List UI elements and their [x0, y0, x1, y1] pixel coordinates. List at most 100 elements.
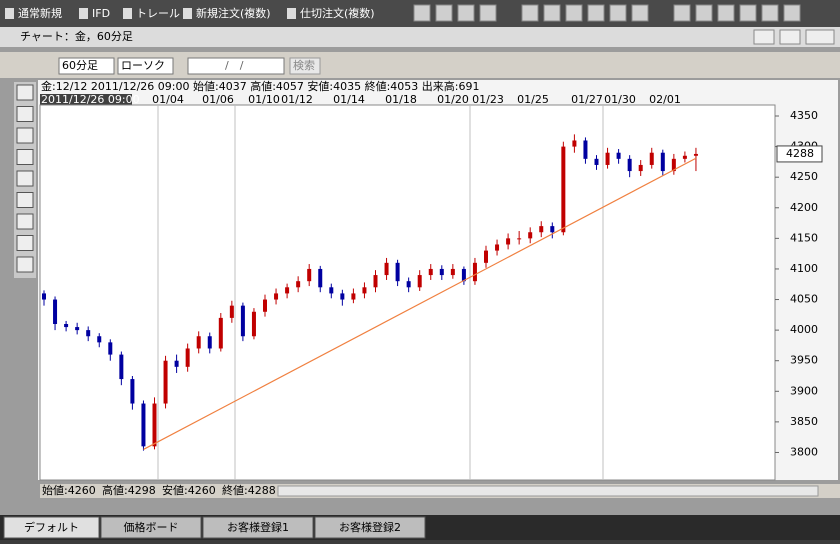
- tool-icon[interactable]: [16, 256, 34, 273]
- y-tick-label: 4050: [790, 293, 818, 306]
- candle-body: [75, 327, 80, 331]
- toolbar-button[interactable]: [673, 4, 691, 22]
- tab-label: お客様登録1: [227, 520, 289, 534]
- candle-body: [152, 403, 157, 447]
- candle-body: [484, 250, 488, 263]
- tool-icon[interactable]: [16, 106, 34, 122]
- toolbar-item[interactable]: 仕切注文(複数): [300, 6, 375, 20]
- candle-body: [196, 336, 201, 349]
- tool-icon[interactable]: [16, 192, 34, 208]
- tab[interactable]: [202, 516, 314, 539]
- cursor-label: 2011/12/26 09:00: [41, 93, 140, 106]
- x-label: 01/18: [385, 93, 417, 106]
- tool-icon[interactable]: [16, 235, 34, 251]
- toolbar-button[interactable]: [783, 4, 801, 22]
- candle-body: [605, 152, 610, 165]
- candle-body: [384, 262, 389, 276]
- toolbar-button[interactable]: [413, 4, 431, 22]
- toolbar-button[interactable]: [631, 4, 649, 22]
- candle-body: [638, 164, 643, 172]
- candle-body: [362, 287, 367, 294]
- date-separators: [157, 105, 604, 480]
- candle-body: [660, 152, 665, 172]
- toolbar-item[interactable]: 新規注文(複数): [196, 6, 271, 20]
- tool-icon[interactable]: [16, 149, 34, 165]
- tab[interactable]: [314, 516, 426, 539]
- toolbar-button[interactable]: [479, 4, 497, 22]
- candle-body: [274, 293, 279, 300]
- x-label: 02/01: [649, 93, 681, 106]
- candle-body: [539, 226, 544, 233]
- candle-body: [240, 305, 245, 337]
- tab[interactable]: [100, 516, 202, 539]
- chart-info: 金:12/12 2011/12/26 09:00 始値:4037 高値:4057…: [41, 79, 480, 93]
- x-label: 01/14: [333, 93, 365, 106]
- tool-icon[interactable]: [16, 84, 34, 101]
- x-label: 01/06: [202, 93, 234, 106]
- candle-body: [506, 238, 511, 245]
- candle-body: [42, 293, 46, 300]
- candle-body: [119, 354, 124, 380]
- window-titlebar: [0, 27, 840, 47]
- toolbar-button[interactable]: [761, 4, 779, 22]
- candle-body: [351, 293, 356, 300]
- tab-label: お客様登録2: [339, 520, 401, 534]
- toolbar-button[interactable]: [739, 4, 757, 22]
- candle-body: [594, 158, 599, 165]
- last-price: 4288: [786, 147, 814, 160]
- toolbar-button[interactable]: [543, 4, 561, 22]
- toolbar-item[interactable]: トレール: [136, 7, 180, 20]
- interval-label: 60分足: [62, 59, 98, 72]
- close-button[interactable]: [805, 29, 835, 45]
- candle-body: [163, 360, 168, 404]
- candle-body: [550, 226, 555, 233]
- tab[interactable]: [3, 516, 100, 539]
- candle-body: [616, 152, 621, 159]
- status-open: 始値:4260: [42, 483, 96, 497]
- candle-body: [53, 299, 58, 325]
- x-label: 01/12: [281, 93, 313, 106]
- restore-button[interactable]: [779, 29, 801, 45]
- toolbar-button[interactable]: [565, 4, 583, 22]
- tool-icon[interactable]: [16, 213, 34, 230]
- toolbar-button[interactable]: [717, 4, 735, 22]
- tool-icon[interactable]: [16, 170, 34, 187]
- candle-body: [86, 330, 91, 337]
- window-title: チャート：金，60分足: [20, 29, 133, 43]
- y-tick-label: 3800: [790, 445, 818, 458]
- interval-select[interactable]: [58, 57, 115, 75]
- style-select[interactable]: [117, 57, 174, 75]
- date-input[interactable]: [187, 57, 285, 75]
- candle-body: [583, 140, 588, 159]
- tool-icon[interactable]: [16, 127, 34, 144]
- status-close: 終値:4288: [222, 483, 276, 497]
- toolbar-button[interactable]: [695, 4, 713, 22]
- candle-body: [185, 348, 190, 367]
- toolbar-icon: [123, 8, 132, 19]
- candle-body: [97, 336, 102, 343]
- candle-body: [461, 268, 466, 282]
- candle-body: [693, 153, 698, 156]
- style-label: ローソク: [121, 59, 165, 72]
- toolbar-button[interactable]: [435, 4, 453, 22]
- toolbar-icon: [287, 8, 296, 19]
- toolbar-button[interactable]: [457, 4, 475, 22]
- candle-body: [130, 379, 135, 404]
- candle-body: [395, 262, 400, 282]
- minimize-button[interactable]: [753, 29, 775, 45]
- date-placeholder: / /: [225, 59, 244, 72]
- toolbar-item[interactable]: IFD: [92, 7, 110, 20]
- toolbar-button[interactable]: [521, 4, 539, 22]
- toolbar-button[interactable]: [609, 4, 627, 22]
- toolbar-item[interactable]: 通常新規: [18, 6, 62, 20]
- toolbar-icon: [5, 8, 14, 19]
- candle-body: [671, 158, 676, 172]
- toolbar-button[interactable]: [587, 4, 605, 22]
- scrollbar[interactable]: [277, 485, 819, 497]
- candle-body: [285, 287, 290, 294]
- candle-body: [517, 238, 522, 240]
- tab-label: デフォルト: [24, 520, 79, 534]
- search-button[interactable]: [289, 57, 321, 75]
- candle-body: [64, 324, 69, 328]
